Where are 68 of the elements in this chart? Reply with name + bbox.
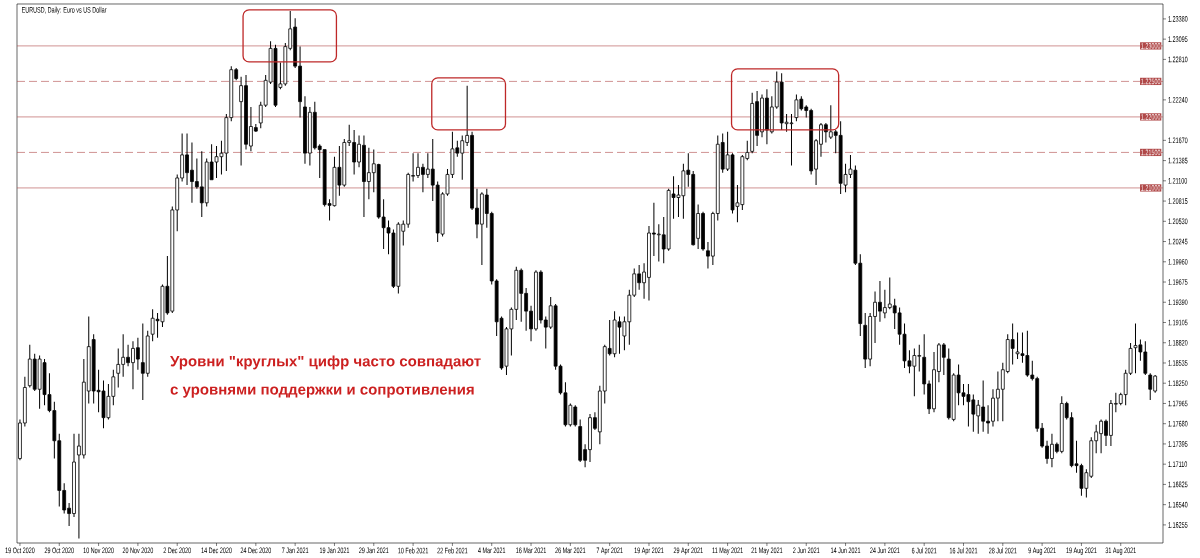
x-tick-label: 2 Dec 2020 xyxy=(163,547,191,554)
y-tick-label: 1.23380 xyxy=(1168,16,1188,22)
x-tick-label: 7 Jan 2021 xyxy=(281,547,309,554)
y-tick-label: 1.17965 xyxy=(1168,400,1188,407)
y-tick-label: 1.16255 xyxy=(1168,522,1188,528)
x-tick-label: 6 Jul 2021 xyxy=(911,547,937,554)
x-tick-label: 11 May 2021 xyxy=(712,547,743,555)
ref-line-label: 1.21500 xyxy=(1141,149,1161,156)
y-tick-label: 1.16540 xyxy=(1168,501,1188,508)
y-tick-label: 1.18250 xyxy=(1168,380,1188,387)
x-tick-label: 19 Aug 2021 xyxy=(1066,547,1097,555)
x-tick-label: 19 Apr 2021 xyxy=(634,547,664,555)
y-tick-label: 1.20815 xyxy=(1168,198,1188,204)
x-tick-label: 26 Mar 2021 xyxy=(555,547,586,554)
x-tick-label: 9 Aug 2021 xyxy=(1028,547,1056,555)
x-tick-label: 29 Apr 2021 xyxy=(673,547,703,555)
x-tick-label: 16 Jul 2021 xyxy=(949,547,978,554)
x-tick-label: 14 Jun 2021 xyxy=(830,547,861,554)
x-tick-label: 14 Dec 2020 xyxy=(201,547,232,554)
x-tick-label: 29 Jan 2021 xyxy=(359,547,389,554)
y-tick-label: 1.22810 xyxy=(1168,56,1188,63)
candlestick xyxy=(1148,372,1153,401)
x-tick-label: 10 Nov 2020 xyxy=(83,547,114,554)
candlestick xyxy=(578,418,583,463)
candlestick xyxy=(750,92,755,154)
y-tick-label: 1.22240 xyxy=(1168,97,1188,103)
x-tick-label: 21 May 2021 xyxy=(751,547,783,555)
y-tick-label: 1.17395 xyxy=(1168,441,1188,447)
ref-line-label: 1.21000 xyxy=(1141,185,1161,191)
x-tick-label: 24 Jun 2021 xyxy=(870,547,900,554)
y-tick-label: 1.18535 xyxy=(1168,360,1188,366)
x-tick-label: 2 Jun 2021 xyxy=(793,547,820,554)
chart-title: EURUSD, Daily: Euro vs US Dollar xyxy=(22,6,107,15)
y-tick-label: 1.23095 xyxy=(1168,36,1188,42)
y-tick-label: 1.21100 xyxy=(1168,178,1188,184)
x-tick-label: 19 Oct 2020 xyxy=(5,547,35,554)
x-tick-label: 31 Aug 2021 xyxy=(1105,547,1136,555)
x-tick-label: 22 Feb 2021 xyxy=(437,547,468,554)
x-tick-label: 20 Nov 2020 xyxy=(122,547,154,554)
candlestick xyxy=(863,312,868,369)
y-tick-label: 1.17110 xyxy=(1168,461,1188,468)
y-tick-label: 1.19960 xyxy=(1168,258,1188,265)
ref-line-label: 1.22000 xyxy=(1141,114,1161,120)
y-tick-label: 1.20530 xyxy=(1168,218,1188,225)
y-tick-label: 1.21385 xyxy=(1168,157,1188,164)
y-tick-label: 1.20245 xyxy=(1168,238,1188,245)
candlestick xyxy=(145,330,150,378)
y-tick-label: 1.18820 xyxy=(1168,339,1188,346)
x-tick-label: 16 Mar 2021 xyxy=(516,547,547,554)
y-tick-label: 1.19675 xyxy=(1168,279,1188,285)
x-tick-label: 28 Jul 2021 xyxy=(989,547,1017,554)
x-tick-label: 10 Feb 2021 xyxy=(398,547,429,554)
annotation: Уровни "круглых" цифр часто совпадают xyxy=(170,355,481,370)
x-tick-label: 24 Dec 2020 xyxy=(240,547,272,554)
candlestick xyxy=(116,347,121,388)
x-tick-label: 4 Mar 2021 xyxy=(478,547,506,554)
y-tick-label: 1.19390 xyxy=(1168,299,1188,306)
ref-line-label: 1.22500 xyxy=(1141,78,1161,85)
y-tick-label: 1.19105 xyxy=(1168,319,1188,326)
x-tick-label: 29 Oct 2020 xyxy=(44,547,74,554)
candlestick xyxy=(941,342,946,376)
x-tick-label: 19 Jan 2021 xyxy=(319,547,350,554)
y-tick-label: 1.21670 xyxy=(1168,137,1188,144)
y-tick-label: 1.16825 xyxy=(1168,481,1188,488)
annotation: с уровнями поддержки и сопротивления xyxy=(170,386,474,398)
ref-line-label: 1.23000 xyxy=(1141,43,1161,49)
x-tick-label: 7 Apr 2021 xyxy=(596,547,623,555)
y-tick-label: 1.17680 xyxy=(1168,420,1188,427)
